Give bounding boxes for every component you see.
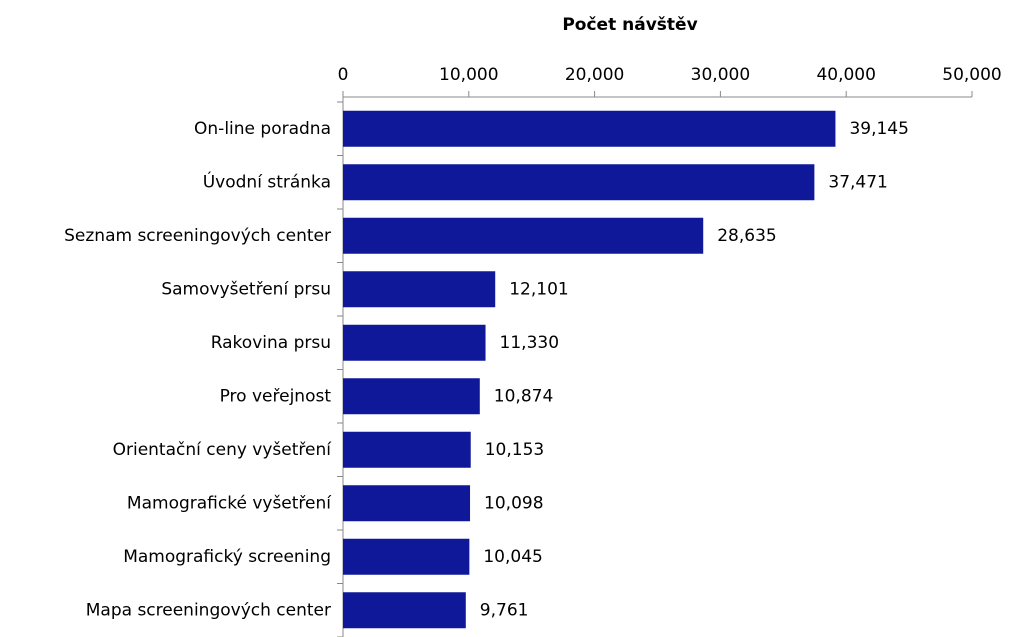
value-label: 12,101 (509, 279, 568, 299)
value-label: 28,635 (717, 226, 776, 246)
value-label: 10,874 (494, 386, 553, 406)
y-tick-label: Úvodní stránka (203, 170, 331, 192)
y-tick-label: Mapa screeningových center (86, 600, 331, 620)
value-label: 37,471 (828, 172, 887, 192)
x-tick-label: 20,000 (565, 65, 624, 85)
value-label: 39,145 (849, 119, 908, 139)
bar (343, 217, 704, 254)
y-tick-label: Orientační ceny vyšetření (113, 440, 333, 460)
x-tick-label: 0 (338, 65, 349, 85)
y-tick-label: Rakovina prsu (211, 333, 331, 353)
y-tick-label: Mamografické vyšetření (127, 493, 332, 513)
value-label: 9,761 (480, 600, 529, 620)
bar (343, 538, 470, 575)
y-tick-label: On-line poradna (194, 119, 331, 139)
bar (343, 378, 480, 415)
x-tick-label: 40,000 (816, 65, 875, 85)
y-tick-label: Samovyšetření prsu (161, 279, 331, 299)
bar (343, 271, 496, 308)
value-label: 10,153 (485, 440, 544, 460)
value-label: 11,330 (500, 333, 559, 353)
x-tick-label: 10,000 (439, 65, 498, 85)
x-tick-label: 50,000 (942, 65, 1001, 85)
bar (343, 485, 471, 522)
x-tick-label: 30,000 (691, 65, 750, 85)
chart-title: Počet návštěv (562, 15, 697, 35)
y-tick-label: Mamografický screening (123, 547, 331, 567)
bar (343, 324, 486, 361)
y-tick-label: Pro veřejnost (220, 386, 332, 406)
bar (343, 431, 471, 468)
value-label: 10,098 (484, 493, 543, 513)
bar (343, 164, 815, 201)
bar (343, 592, 466, 629)
bar (343, 110, 836, 147)
y-tick-label: Seznam screeningových center (64, 226, 331, 246)
value-label: 10,045 (483, 547, 542, 567)
